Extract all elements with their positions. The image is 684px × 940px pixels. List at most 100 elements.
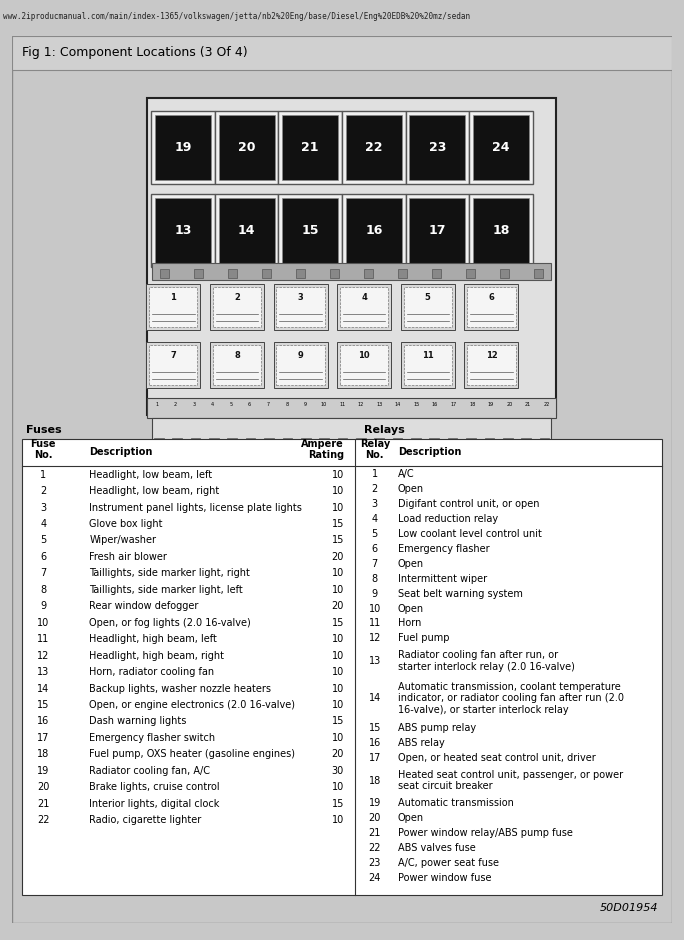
Text: 11: 11 [339,401,345,407]
Bar [210,342,264,388]
Text: 3: 3 [298,293,304,302]
Text: Automatic transmission, coolant temperature
indicator, or radiator cooling fan a: Automatic transmission, coolant temperat… [398,682,624,714]
Text: 1: 1 [155,401,159,407]
Text: www.2iproducmanual.com/main/index-1365/volkswagen/jetta/nb2%20Eng/base/Diesel/En: www.2iproducmanual.com/main/index-1365/v… [3,12,471,22]
Bar [228,269,237,278]
Text: 5: 5 [371,528,378,539]
Text: 12: 12 [37,650,49,661]
Text: Horn, radiator cooling fan: Horn, radiator cooling fan [90,667,215,677]
Bar [500,269,510,278]
Text: 15: 15 [369,723,381,733]
Bar [147,399,556,418]
Text: 7: 7 [371,558,378,569]
Text: 13: 13 [37,667,49,677]
Text: 10: 10 [332,667,344,677]
Bar [473,197,529,262]
Text: 2: 2 [40,486,47,496]
Bar [467,345,516,385]
Text: 7: 7 [170,351,176,360]
Text: 1: 1 [170,293,176,302]
Text: 21: 21 [37,799,49,808]
Text: 6: 6 [488,293,495,302]
Text: 11: 11 [422,351,434,360]
Bar [469,111,533,184]
Text: 10: 10 [332,585,344,595]
Text: 11: 11 [369,619,381,629]
Bar [151,111,215,184]
Bar [282,115,338,180]
Text: 6: 6 [40,552,47,562]
Text: Emergency flasher switch: Emergency flasher switch [90,733,215,743]
Text: 8: 8 [40,585,47,595]
Text: 21: 21 [369,828,381,838]
Text: 10: 10 [332,700,344,710]
Text: 9: 9 [371,588,378,599]
Text: 19: 19 [488,401,494,407]
Text: 16: 16 [37,716,49,727]
Text: 3: 3 [40,503,47,512]
Text: Headlight, low beam, right: Headlight, low beam, right [90,486,220,496]
Bar [146,285,200,330]
Text: 14: 14 [369,693,381,703]
Text: 14: 14 [238,224,255,237]
Text: 5: 5 [40,536,47,545]
Text: ABS valves fuse: ABS valves fuse [398,843,475,853]
Text: Dash warning lights: Dash warning lights [90,716,187,727]
Bar [401,342,455,388]
Text: 10: 10 [37,618,49,628]
Bar [342,111,406,184]
Text: Interior lights, digital clock: Interior lights, digital clock [90,799,220,808]
Text: 5: 5 [230,401,233,407]
Bar [404,345,452,385]
Bar [155,115,211,180]
Bar [473,115,529,180]
Text: A/C, power seat fuse: A/C, power seat fuse [398,858,499,868]
Text: 19: 19 [37,766,49,775]
Text: Relay
No.: Relay No. [360,439,390,460]
Text: 4: 4 [371,514,378,524]
Text: 3: 3 [192,401,196,407]
Bar [521,438,531,446]
Text: 23: 23 [369,858,381,868]
Bar [278,194,342,267]
Text: 8: 8 [371,573,378,584]
Text: 5: 5 [425,293,431,302]
Bar [346,197,402,262]
Bar [340,345,389,385]
Text: 10: 10 [332,634,344,644]
Text: 10: 10 [332,733,344,743]
Text: 15: 15 [332,519,344,529]
Text: 10: 10 [332,683,344,694]
Bar [276,345,325,385]
Text: 9: 9 [40,602,47,611]
Text: 4: 4 [40,519,47,529]
Text: Headlight, high beam, left: Headlight, high beam, left [90,634,218,644]
Bar [160,269,170,278]
Bar [374,438,384,446]
Bar [401,285,455,330]
Text: 10: 10 [369,603,381,614]
Bar [295,269,306,278]
Text: 4: 4 [211,401,214,407]
Bar [282,438,292,446]
Bar [228,438,237,446]
Text: 8: 8 [285,401,288,407]
Text: 9: 9 [298,351,304,360]
Bar [466,438,476,446]
Bar [278,111,342,184]
Text: Relays: Relays [364,425,405,434]
Bar [319,438,329,446]
Text: 16: 16 [369,738,381,748]
Text: 15: 15 [332,618,344,628]
Bar [274,285,328,330]
Bar [194,269,203,278]
Bar [152,418,551,440]
Text: Headlight, low beam, left: Headlight, low beam, left [90,470,213,479]
Text: 23: 23 [429,141,446,154]
Bar [364,269,373,278]
Bar [172,438,182,446]
Text: Open: Open [398,603,424,614]
Text: 7: 7 [40,569,47,578]
Bar [484,438,494,446]
Text: 7: 7 [267,401,269,407]
